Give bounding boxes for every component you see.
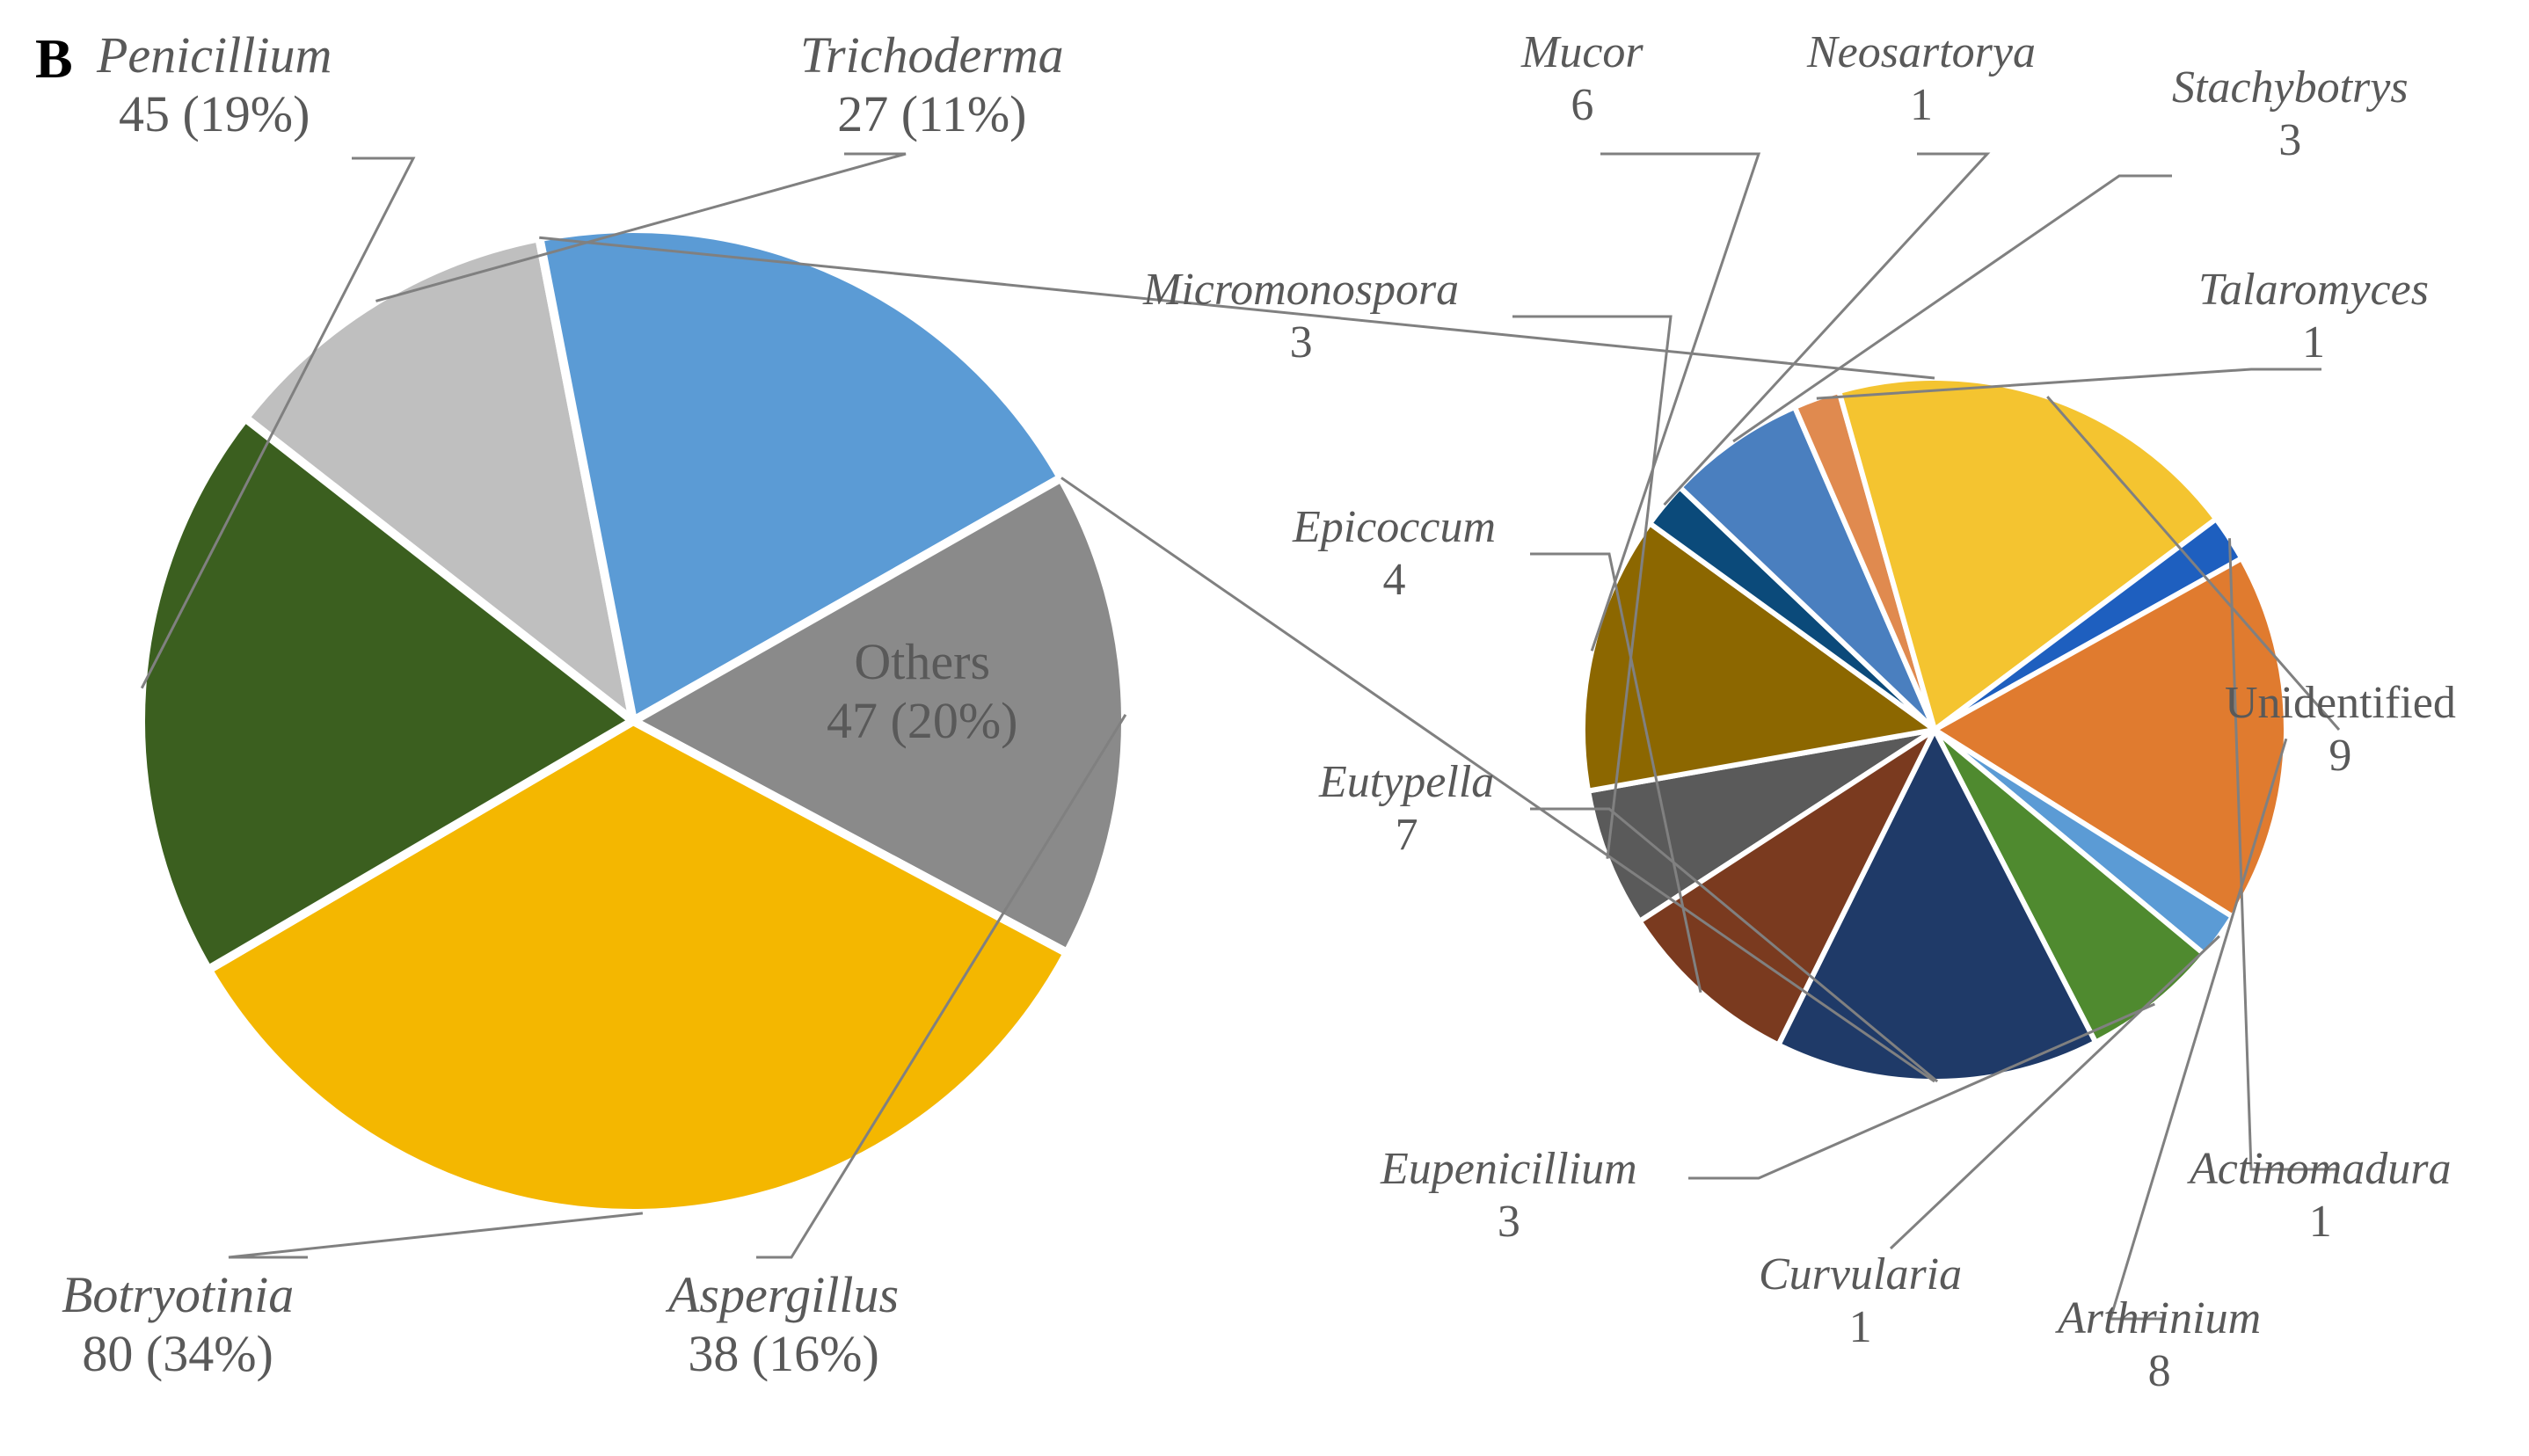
- genus-count: 9: [2225, 730, 2456, 783]
- label-stachybotrys: Stachybotrys 3: [2172, 62, 2409, 167]
- label-curvularia: Curvularia 1: [1759, 1249, 1962, 1354]
- genus-count: 1: [1807, 79, 2036, 132]
- label-neosartorya: Neosartorya 1: [1807, 26, 2036, 132]
- label-unidentified: Unidentified 9: [2225, 677, 2456, 783]
- label-epicoccum: Epicoccum 4: [1293, 501, 1496, 607]
- label-arthrinium: Arthrinium 8: [2058, 1292, 2261, 1398]
- genus-name: Epicoccum: [1293, 502, 1496, 552]
- label-eutypella: Eutypella 7: [1319, 756, 1494, 862]
- genus-count: 6: [1521, 79, 1643, 132]
- genus-name: Eupenicillium: [1381, 1144, 1637, 1194]
- genus-name: Penicillium: [97, 26, 332, 84]
- genus-count: 3: [2172, 114, 2409, 167]
- genus-name: Talaromyces: [2198, 265, 2429, 315]
- genus-count: 3: [1381, 1196, 1637, 1249]
- label-eupenicillium: Eupenicillium 3: [1381, 1143, 1637, 1249]
- genus-count: 8: [2058, 1345, 2261, 1398]
- label-others: Others 47 (20%): [827, 633, 1017, 750]
- genus-count: 3: [1143, 317, 1459, 369]
- genus-count: 47 (20%): [827, 692, 1017, 751]
- genus-name: Actinomadura: [2190, 1144, 2452, 1194]
- label-micromonospora: Micromonospora 3: [1143, 264, 1459, 369]
- genus-count: 4: [1293, 554, 1496, 607]
- genus-name: Mucor: [1521, 27, 1643, 77]
- label-penicillium: Penicillium 45 (19%): [97, 26, 332, 143]
- genus-count: 7: [1319, 809, 1494, 862]
- leader-line: [229, 1213, 643, 1257]
- genus-name: Micromonospora: [1143, 265, 1459, 315]
- genus-name: Trichoderma: [800, 26, 1064, 84]
- genus-count: 80 (34%): [62, 1325, 294, 1384]
- label-trichoderma: Trichoderma 27 (11%): [800, 26, 1064, 143]
- genus-name: Aspergillus: [668, 1266, 899, 1323]
- label-botryotinia: Botryotinia 80 (34%): [62, 1266, 294, 1383]
- genus-count: 27 (11%): [800, 85, 1064, 144]
- label-actinomadura: Actinomadura 1: [2190, 1143, 2452, 1249]
- genus-name: Eutypella: [1319, 757, 1494, 807]
- genus-name: Unidentified: [2225, 678, 2456, 728]
- genus-name: Stachybotrys: [2172, 62, 2409, 113]
- genus-name: Arthrinium: [2058, 1293, 2261, 1343]
- genus-name: Others: [854, 633, 990, 690]
- label-aspergillus: Aspergillus 38 (16%): [668, 1266, 899, 1383]
- genus-count: 1: [2190, 1196, 2452, 1249]
- genus-name: Curvularia: [1759, 1249, 1962, 1299]
- genus-count: 1: [1759, 1301, 1962, 1354]
- genus-count: 1: [2198, 317, 2429, 369]
- genus-count: 38 (16%): [668, 1325, 899, 1384]
- label-mucor: Mucor 6: [1521, 26, 1643, 132]
- genus-name: Neosartorya: [1807, 27, 2036, 77]
- genus-count: 45 (19%): [97, 85, 332, 144]
- pie-charts-svg: [0, 0, 2529, 1456]
- label-talaromyces: Talaromyces 1: [2198, 264, 2429, 369]
- genus-name: Botryotinia: [62, 1266, 294, 1323]
